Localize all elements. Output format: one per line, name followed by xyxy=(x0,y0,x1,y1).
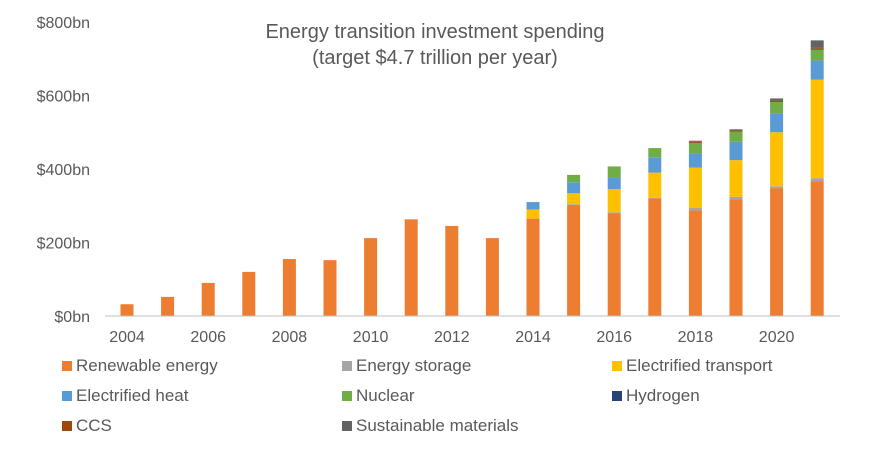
legend-swatch xyxy=(342,361,352,371)
bar-segment xyxy=(648,157,662,173)
y-axis: $0bn $200bn $400bn $600bn $800bn xyxy=(37,15,90,326)
bar-segment xyxy=(567,174,581,183)
legend: Renewable energy Energy storage Electrifie… xyxy=(62,356,773,435)
x-tick-label: 2006 xyxy=(190,329,226,346)
legend-swatch xyxy=(62,361,72,371)
bar-plot-area xyxy=(120,40,824,316)
y-tick-label: $600bn xyxy=(37,89,90,106)
y-tick-label: $0bn xyxy=(54,309,90,326)
bar-segment xyxy=(729,141,743,161)
bar-segment xyxy=(404,219,418,316)
bar-segment xyxy=(770,132,784,187)
legend-label: CCS xyxy=(76,416,112,435)
y-tick-label: $200bn xyxy=(37,236,90,253)
bar-segment xyxy=(729,131,743,142)
x-tick-label: 2012 xyxy=(434,329,470,346)
bar-segment xyxy=(729,160,743,197)
x-tick-label: 2020 xyxy=(759,329,795,346)
bar-segment xyxy=(729,130,743,132)
bar-segment xyxy=(688,153,702,168)
legend-label: Hydrogen xyxy=(626,386,700,405)
x-tick-label: 2010 xyxy=(353,329,389,346)
bar-segment xyxy=(526,218,540,316)
bar-segment xyxy=(648,198,662,316)
bar-segment xyxy=(607,177,621,190)
bar-segment xyxy=(688,210,702,316)
x-tick-label: 2004 xyxy=(109,329,145,346)
bar-segment xyxy=(810,178,824,182)
bar-segment xyxy=(688,167,702,208)
bar-segment xyxy=(770,102,784,114)
bar-segment xyxy=(688,207,702,211)
bar-segment xyxy=(364,238,378,316)
bar-segment xyxy=(607,166,621,178)
bar-segment xyxy=(648,172,662,198)
bar-segment xyxy=(161,296,175,316)
bar-segment xyxy=(810,49,824,61)
bar-segment xyxy=(120,304,134,316)
bar-segment xyxy=(810,48,824,50)
legend-swatch xyxy=(612,361,622,371)
x-tick-label: 2008 xyxy=(272,329,308,346)
bar-segment xyxy=(810,40,824,48)
bar-segment xyxy=(810,47,824,49)
bar-segment xyxy=(607,212,621,214)
bar-segment xyxy=(729,196,743,200)
bar-segment xyxy=(445,225,459,316)
bar-segment xyxy=(648,197,662,199)
x-axis: 2004 2006 2008 2010 2012 2014 2016 2018 2020 xyxy=(109,329,794,346)
bar-segment xyxy=(770,98,784,101)
bar-segment xyxy=(526,209,540,219)
legend-swatch xyxy=(612,391,622,401)
bar-segment xyxy=(770,186,784,189)
legend-label: Sustainable materials xyxy=(356,416,519,435)
bar-segment xyxy=(526,202,540,210)
legend-label: Nuclear xyxy=(356,386,415,405)
bar-segment xyxy=(282,259,296,316)
x-tick-label: 2016 xyxy=(596,329,632,346)
y-tick-label: $800bn xyxy=(37,15,90,32)
bar-segment xyxy=(607,213,621,316)
bar-segment xyxy=(810,181,824,316)
bar-segment xyxy=(688,141,702,143)
bar-segment xyxy=(567,205,581,316)
bar-segment xyxy=(770,100,784,103)
bar-segment xyxy=(607,189,621,213)
bar-segment xyxy=(648,148,662,158)
bar-segment xyxy=(242,271,256,316)
y-tick-label: $400bn xyxy=(37,162,90,179)
bar-segment xyxy=(201,282,215,316)
x-tick-label: 2018 xyxy=(678,329,714,346)
legend-swatch xyxy=(342,421,352,431)
chart-title: Energy transition investment spending xyxy=(265,21,604,43)
legend-label: Renewable energy xyxy=(76,356,218,375)
bar-segment xyxy=(688,140,702,142)
legend-swatch xyxy=(62,391,72,401)
bar-segment xyxy=(729,199,743,316)
bar-segment xyxy=(567,204,581,206)
bar-segment xyxy=(770,188,784,316)
bar-segment xyxy=(729,129,743,131)
legend-label: Electrified heat xyxy=(76,386,189,405)
bar-segment xyxy=(688,142,702,154)
legend-swatch xyxy=(62,421,72,431)
legend-swatch xyxy=(342,391,352,401)
legend-label: Electrified transport xyxy=(626,356,773,375)
bar-segment xyxy=(770,113,784,133)
legend-label: Energy storage xyxy=(356,356,471,375)
bar-segment xyxy=(323,260,337,316)
bar-segment xyxy=(567,193,581,205)
bar-segment xyxy=(485,238,499,316)
chart-subtitle: (target $4.7 trillion per year) xyxy=(312,47,558,69)
x-tick-label: 2014 xyxy=(515,329,551,346)
bar-segment xyxy=(567,182,581,194)
bar-segment xyxy=(810,79,824,179)
bar-segment xyxy=(810,60,824,80)
